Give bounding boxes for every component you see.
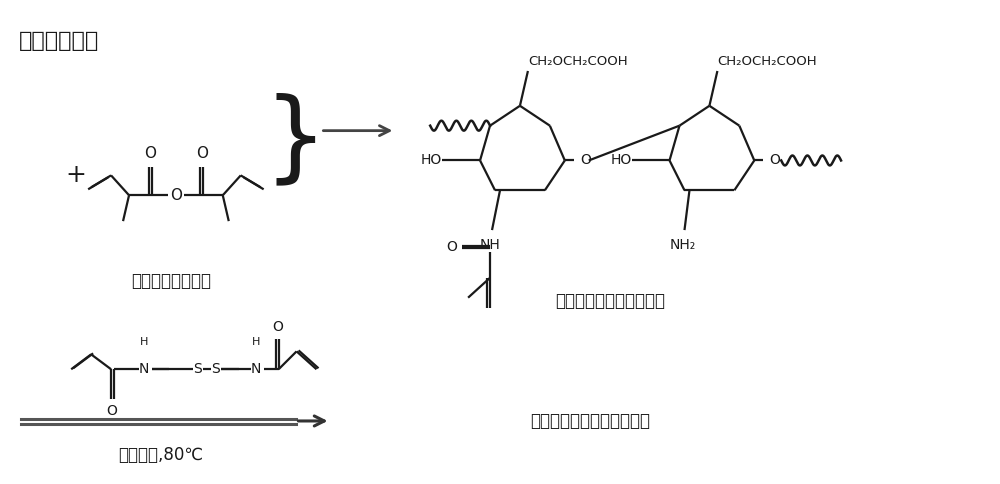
Text: O: O <box>580 153 591 167</box>
Text: 改性羚甲基壳聚糖纳米凝胶: 改性羚甲基壳聚糖纳米凝胶 <box>530 412 650 430</box>
Text: O: O <box>446 240 457 254</box>
Text: （甲基丙烯酸酉）: （甲基丙烯酸酉） <box>131 272 211 290</box>
Text: CH₂OCH₂COOH: CH₂OCH₂COOH <box>717 55 817 68</box>
Text: O: O <box>196 147 208 162</box>
Text: O: O <box>272 320 283 334</box>
Text: O: O <box>769 153 780 167</box>
Text: }: } <box>264 92 327 189</box>
Text: NH₂: NH₂ <box>669 238 696 252</box>
Text: N: N <box>250 362 261 376</box>
Text: HO: HO <box>421 153 442 167</box>
Text: NH: NH <box>480 238 500 252</box>
Text: O: O <box>107 404 118 418</box>
Text: O: O <box>170 188 182 203</box>
Text: +: + <box>66 164 87 187</box>
Text: S: S <box>211 362 220 376</box>
Text: O: O <box>144 147 156 162</box>
Text: N: N <box>139 362 149 376</box>
Text: 羚甲基壳聚糖: 羚甲基壳聚糖 <box>19 31 100 51</box>
Text: 甲基丙烯酯羚甲基壳聚糖: 甲基丙烯酯羚甲基壳聚糖 <box>555 292 665 310</box>
Text: H: H <box>251 337 260 348</box>
Text: CH₂OCH₂COOH: CH₂OCH₂COOH <box>528 55 628 68</box>
Text: S: S <box>193 362 202 376</box>
Text: HO: HO <box>610 153 632 167</box>
Text: H: H <box>140 337 148 348</box>
Text: 过硒酸钟,80℃: 过硒酸钟,80℃ <box>118 446 203 464</box>
